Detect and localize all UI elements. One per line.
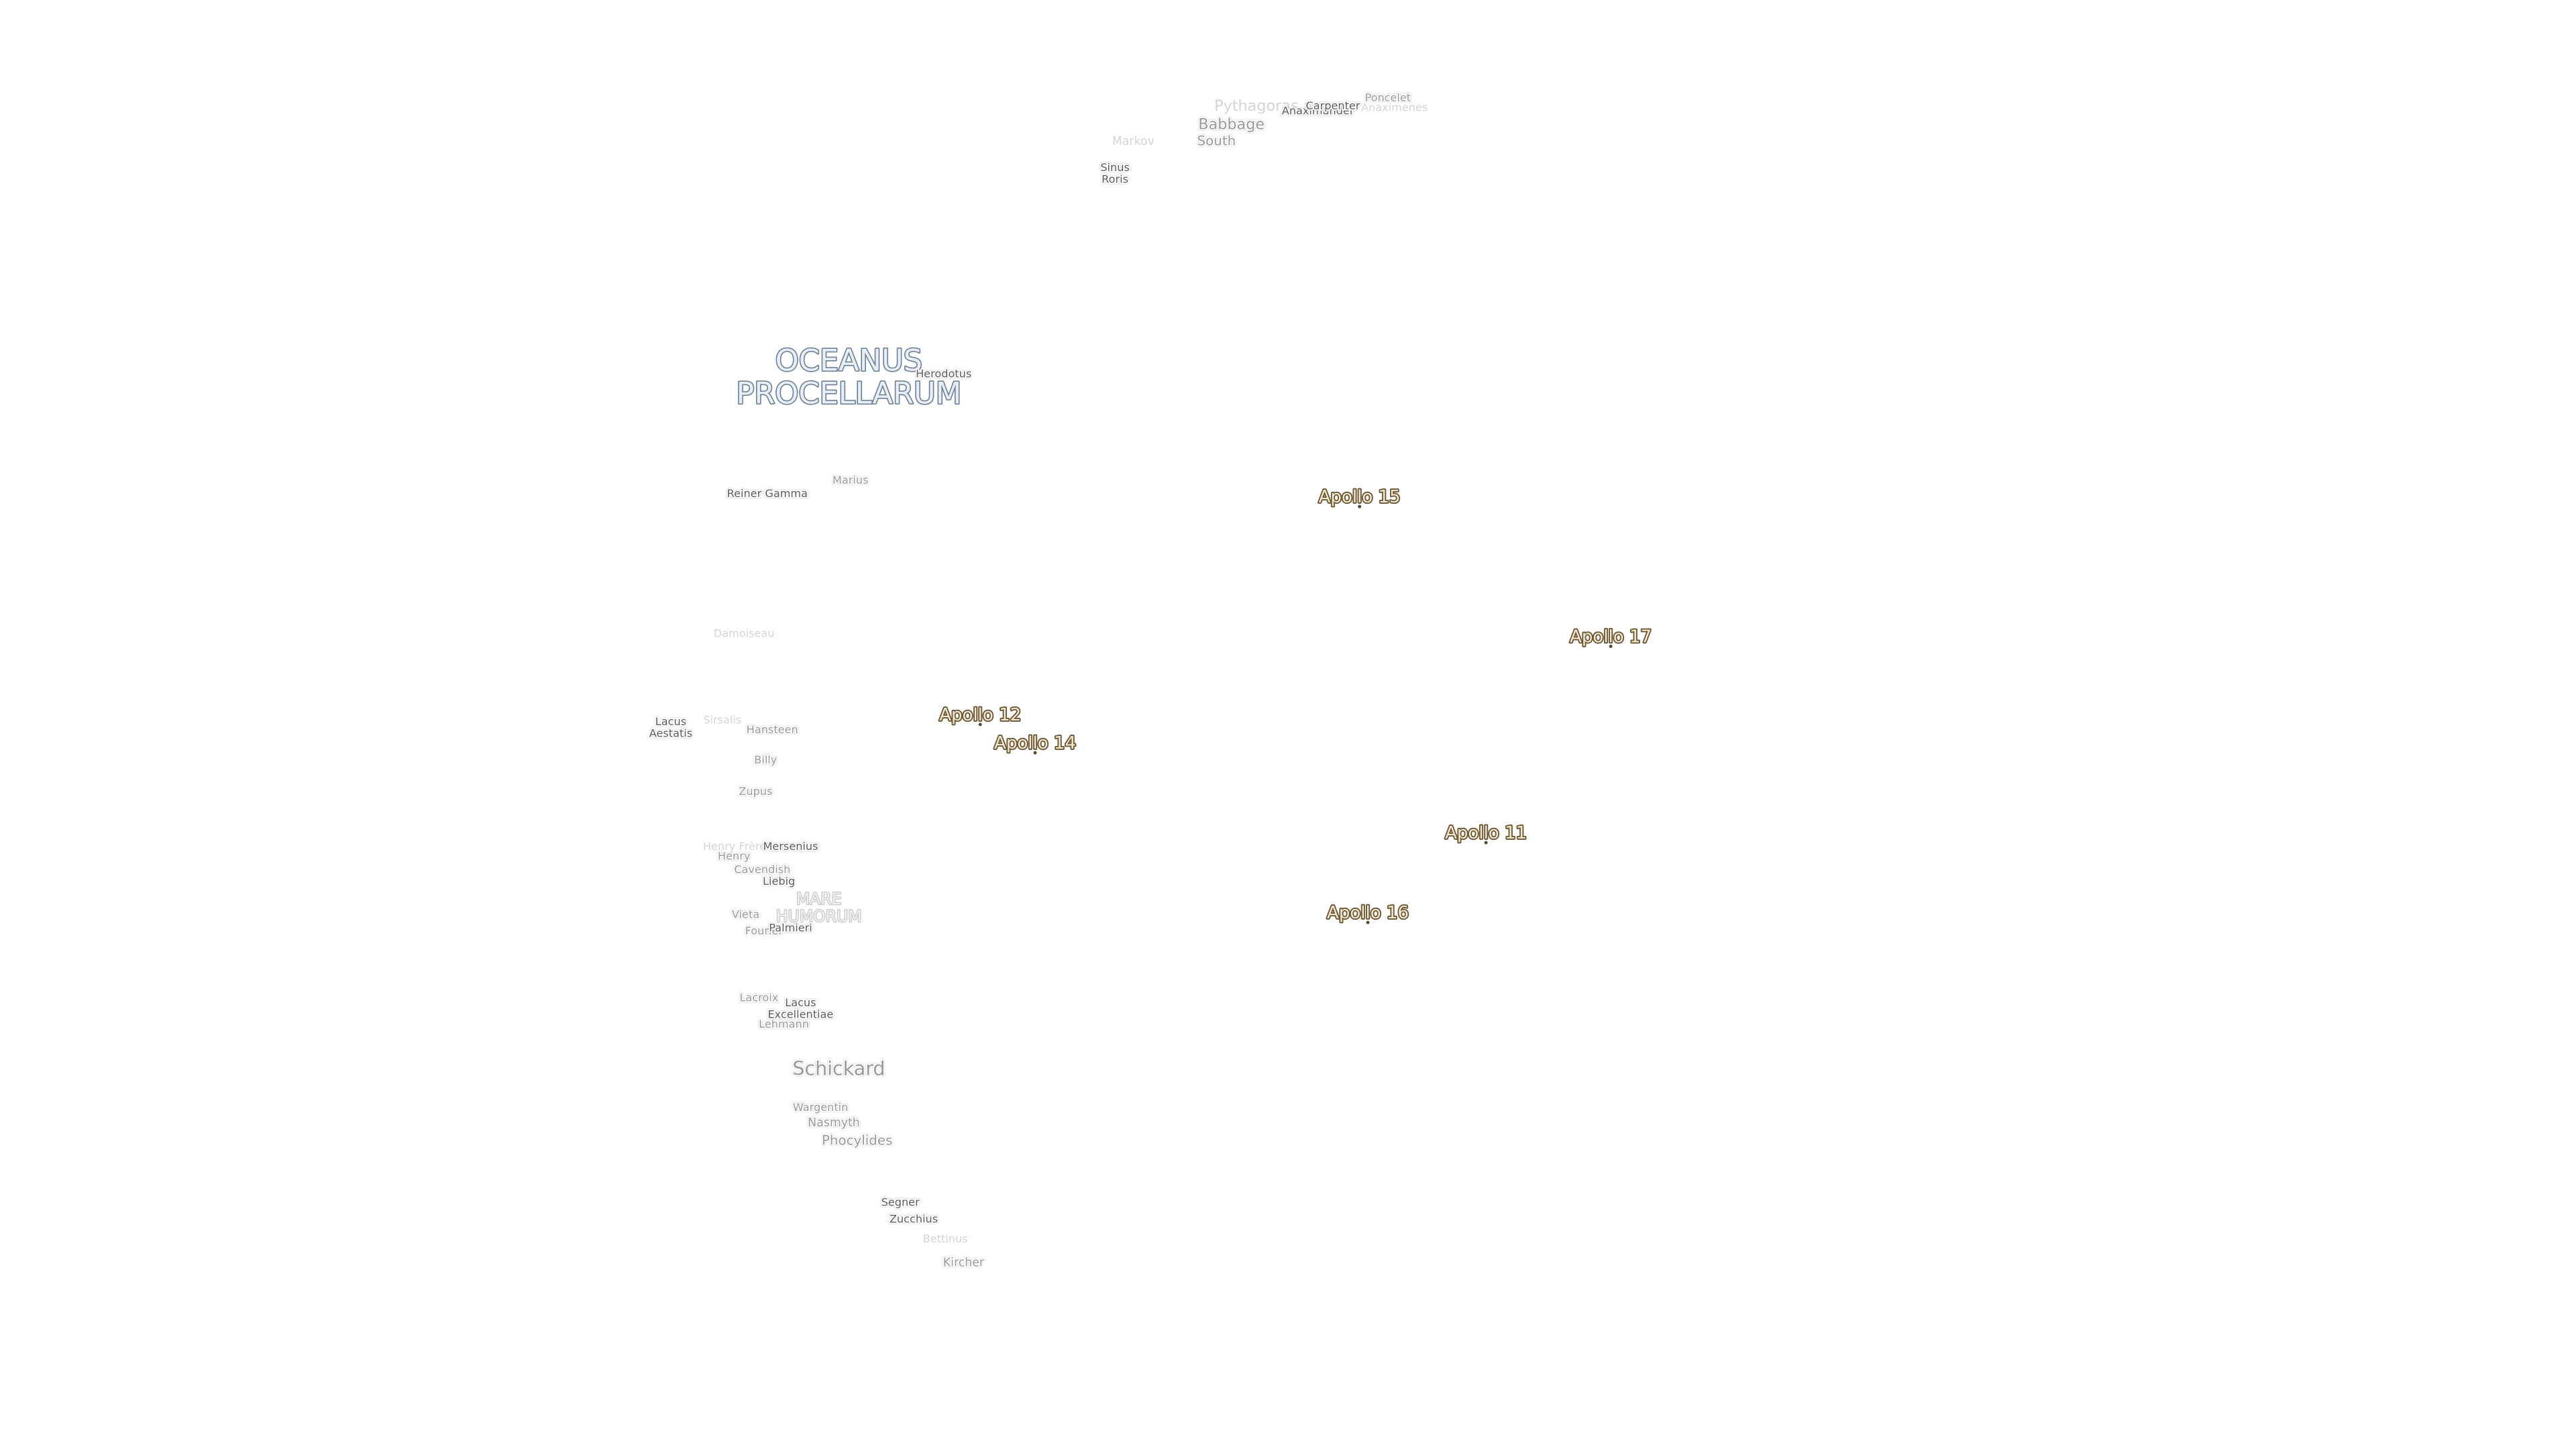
feature-label: Excellentiae [767,1008,833,1021]
feature-label: Aestatis [649,727,692,740]
mare-label: OCEANUS [775,343,922,378]
feature-label: Henry Frères [703,840,771,853]
feature-label: Nasmyth [808,1116,860,1130]
feature-label: Poncelet [1364,91,1411,104]
landing-marker [1366,920,1370,924]
feature-label: Sirsalis [703,713,741,726]
feature-label: Marius [833,474,868,486]
feature-label: Babbage [1198,115,1265,133]
feature-label: Kircher [943,1256,985,1269]
landing-marker [978,722,982,727]
feature-label: Fourier [745,924,784,937]
feature-label: Lacus [785,996,816,1009]
feature-label: Hansteen [747,723,798,736]
apollo-label: Apollo 12 [939,705,1021,725]
apollo-label: Apollo 16 [1327,903,1409,923]
feature-label: South [1197,133,1236,148]
feature-label: Zucchius [890,1212,938,1225]
feature-label: Henry [718,850,751,863]
feature-label: Anaximenes [1361,101,1428,114]
landing-marker [1484,841,1488,845]
feature-label: Lacus [655,715,686,728]
apollo-label: Apollo 11 [1445,823,1527,843]
feature-label: Schickard [792,1058,885,1080]
apollo-label: Apollo 15 [1319,487,1401,507]
feature-label: Cavendish [734,863,790,875]
apollo-label: Apollo 14 [994,733,1076,753]
feature-label: Lacroix [739,991,778,1004]
feature-label: Zupus [739,785,772,798]
mare-label: PROCELLARUM [736,376,961,411]
feature-label: Phocylides [822,1133,892,1148]
feature-label: Mersenius [763,840,818,853]
feature-label: Markov [1112,135,1155,148]
feature-label: Vieta [732,908,759,920]
feature-label: Segner [881,1195,920,1208]
feature-label: Damoiseau [714,627,775,639]
mare-label: MARE [796,890,842,908]
landing-marker [1609,644,1613,648]
apollo-label: Apollo 17 [1570,627,1652,647]
feature-label: Lehmann [759,1018,809,1030]
feature-label: Wargentin [793,1101,848,1114]
feature-label: Billy [754,753,777,766]
mare-label: HUMORUM [776,907,862,926]
feature-label: Anaximander [1282,105,1354,117]
feature-label: Palmieri [769,921,812,934]
feature-label: Sinus [1100,161,1130,174]
feature-label: Carpenter [1305,99,1360,112]
feature-label: Reiner Gamma [727,487,808,500]
feature-label: Pythagoras [1214,97,1298,115]
feature-label: Herodotus [916,367,971,380]
landing-marker [1358,504,1362,508]
landing-marker [1033,751,1037,755]
feature-label: Bettinus [923,1232,968,1245]
feature-label: Liebig [763,875,795,888]
feature-label: Roris [1102,173,1128,186]
